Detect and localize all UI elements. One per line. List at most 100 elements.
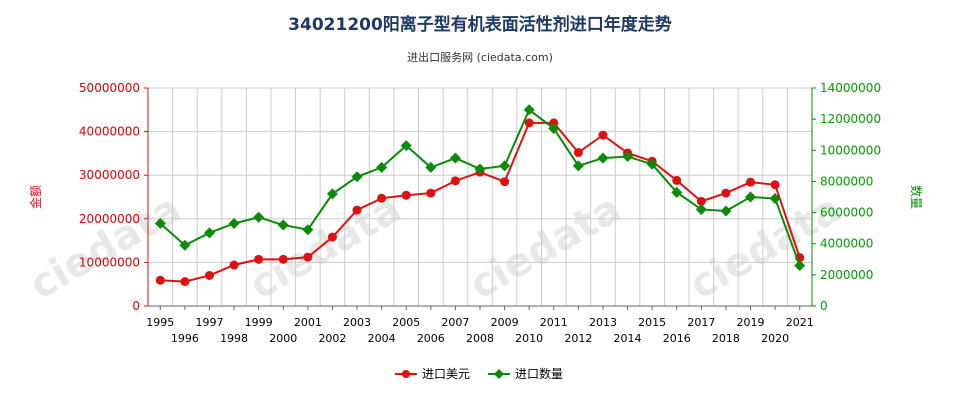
y-right-tick-label: 10000000 bbox=[820, 143, 881, 157]
y-left-tick-label: 50000000 bbox=[79, 81, 140, 95]
data-point bbox=[573, 148, 583, 158]
x-tick-label: 1999 bbox=[245, 316, 273, 329]
watermark: ciedata bbox=[22, 186, 189, 309]
x-tick-label: 2013 bbox=[589, 316, 617, 329]
x-tick-label: 2003 bbox=[343, 316, 371, 329]
x-tick-label: 2020 bbox=[761, 332, 789, 345]
x-tick-label: 2006 bbox=[417, 332, 445, 345]
data-point bbox=[179, 239, 191, 251]
x-tick-label: 2008 bbox=[466, 332, 494, 345]
data-point bbox=[204, 270, 214, 280]
x-tick-label: 1997 bbox=[195, 316, 223, 329]
x-tick-label: 2016 bbox=[663, 332, 691, 345]
x-tick-label: 2017 bbox=[687, 316, 715, 329]
x-tick-label: 1996 bbox=[171, 332, 199, 345]
x-tick-label: 2014 bbox=[614, 332, 642, 345]
y-right-tick-label: 6000000 bbox=[820, 206, 873, 220]
data-point bbox=[253, 211, 265, 223]
y-left-tick-label: 0 bbox=[132, 299, 140, 313]
legend: 进口美元 进口数量 bbox=[395, 366, 563, 381]
data-point bbox=[154, 217, 166, 229]
data-point bbox=[746, 177, 756, 187]
legend-label: 进口数量 bbox=[515, 366, 563, 381]
data-point bbox=[400, 140, 412, 152]
y-right-tick-label: 0 bbox=[820, 299, 828, 313]
data-point bbox=[425, 161, 437, 173]
data-point bbox=[549, 118, 559, 128]
data-point bbox=[524, 118, 534, 128]
data-point bbox=[450, 176, 460, 186]
data-point bbox=[228, 217, 240, 229]
y-right-tick-label: 12000000 bbox=[820, 112, 881, 126]
data-point bbox=[376, 161, 388, 173]
x-tick-label: 2021 bbox=[786, 316, 814, 329]
x-tick-label: 2002 bbox=[318, 332, 346, 345]
data-point bbox=[426, 188, 436, 198]
x-tick-label: 1998 bbox=[220, 332, 248, 345]
data-point bbox=[449, 152, 461, 164]
y-left-tick-label: 30000000 bbox=[79, 168, 140, 182]
watermark: ciedata bbox=[462, 186, 629, 309]
x-tick-label: 2004 bbox=[368, 332, 396, 345]
y-right-tick-label: 14000000 bbox=[820, 81, 881, 95]
data-point bbox=[180, 277, 190, 287]
y-axis-left-label: 金额 bbox=[28, 185, 43, 209]
x-tick-label: 2005 bbox=[392, 316, 420, 329]
y-left-tick-label: 20000000 bbox=[79, 212, 140, 226]
data-point bbox=[646, 158, 658, 170]
data-point bbox=[695, 203, 707, 215]
y-left-tick-label: 10000000 bbox=[79, 255, 140, 269]
data-point bbox=[548, 122, 560, 134]
axes bbox=[144, 87, 816, 310]
data-point bbox=[474, 163, 486, 175]
legend-label: 进口美元 bbox=[422, 367, 470, 381]
data-point bbox=[770, 180, 780, 190]
x-tick-label: 2015 bbox=[638, 316, 666, 329]
data-point bbox=[327, 232, 337, 242]
series-2 bbox=[154, 104, 806, 272]
legend-marker bbox=[494, 369, 504, 379]
data-point bbox=[352, 205, 362, 215]
legend-marker bbox=[402, 370, 410, 378]
data-point bbox=[278, 254, 288, 264]
x-tick-label: 2011 bbox=[540, 316, 568, 329]
data-point bbox=[499, 160, 511, 172]
data-point bbox=[377, 193, 387, 203]
x-tick-label: 2010 bbox=[515, 332, 543, 345]
data-point bbox=[794, 260, 806, 272]
data-point bbox=[720, 205, 732, 217]
data-point bbox=[721, 188, 731, 198]
data-point bbox=[572, 160, 584, 172]
data-point bbox=[500, 177, 510, 187]
y-left-tick-label: 40000000 bbox=[79, 125, 140, 139]
data-point bbox=[351, 171, 363, 183]
data-point bbox=[672, 175, 682, 185]
legend-item: 进口数量 bbox=[488, 366, 563, 381]
x-tick-label: 2001 bbox=[294, 316, 322, 329]
data-point bbox=[523, 104, 535, 116]
watermark-layer: ciedata ciedata ciedata ciedata bbox=[22, 186, 849, 309]
data-point bbox=[326, 188, 338, 200]
x-tick-label: 2012 bbox=[564, 332, 592, 345]
data-point bbox=[769, 193, 781, 205]
data-point bbox=[671, 186, 683, 198]
data-point bbox=[597, 152, 609, 164]
y-right-tick-label: 2000000 bbox=[820, 268, 873, 282]
data-point bbox=[277, 219, 289, 231]
x-tick-label: 2018 bbox=[712, 332, 740, 345]
data-point bbox=[302, 224, 314, 236]
x-tick-label: 2007 bbox=[441, 316, 469, 329]
chart-subtitle: 进出口服务网 (ciedata.com) bbox=[407, 51, 553, 64]
x-tick-label: 2019 bbox=[737, 316, 765, 329]
x-tick-label: 2009 bbox=[491, 316, 519, 329]
data-point bbox=[155, 275, 165, 285]
data-point bbox=[598, 130, 608, 140]
legend-item: 进口美元 bbox=[395, 367, 470, 381]
y-right-tick-label: 4000000 bbox=[820, 237, 873, 251]
y-right-tick-label: 8000000 bbox=[820, 174, 873, 188]
data-point bbox=[229, 260, 239, 270]
data-point bbox=[203, 227, 215, 239]
data-point bbox=[254, 254, 264, 264]
y-axis-right-label: 数量 bbox=[909, 185, 924, 209]
